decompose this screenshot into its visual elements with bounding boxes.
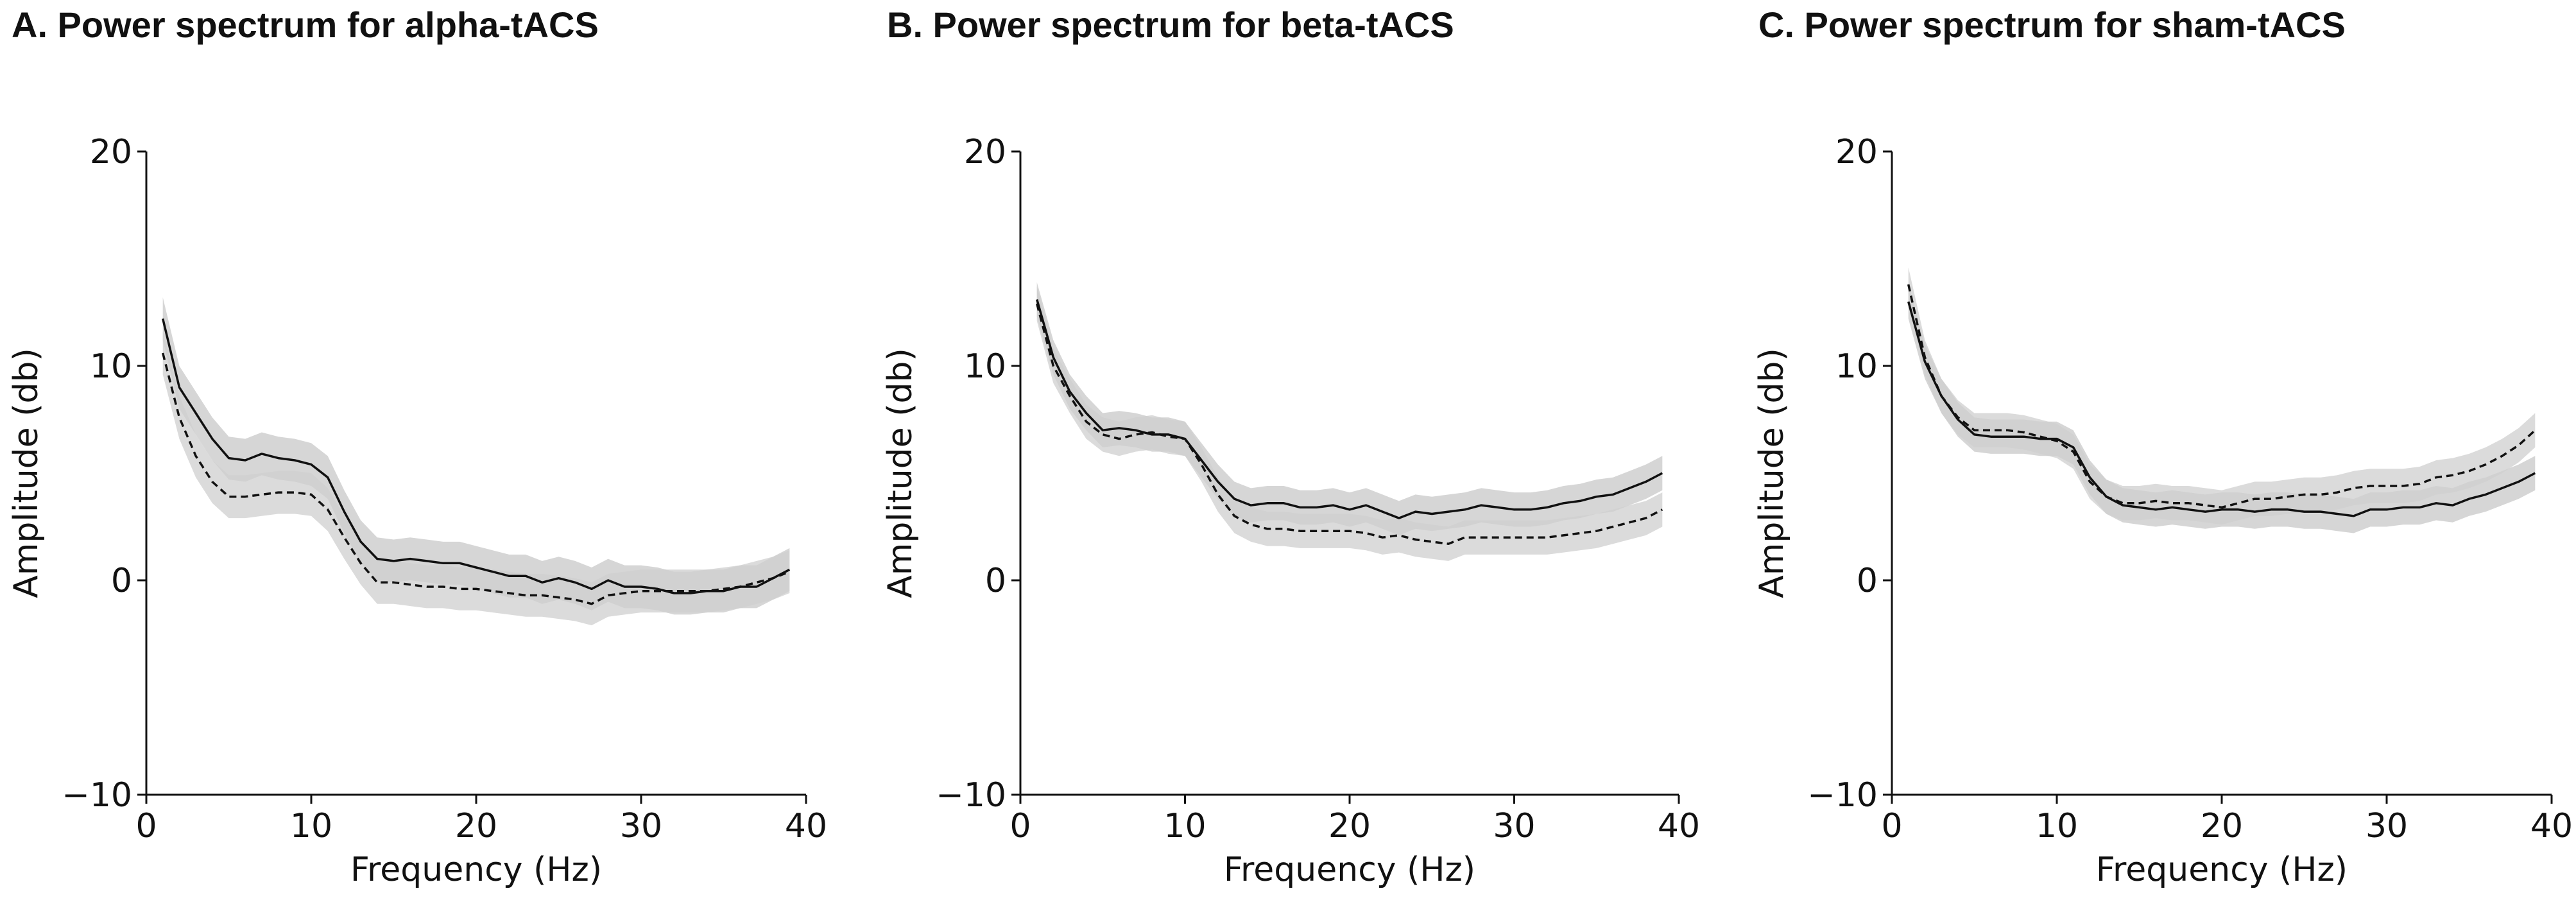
- x-tick-label: 0: [135, 807, 157, 845]
- x-tick-label: 10: [1163, 807, 1206, 845]
- y-tick-label: 20: [964, 133, 1006, 171]
- y-tick-label: 10: [90, 347, 132, 386]
- y-tick-label: −10: [1807, 776, 1878, 815]
- x-axis-label: Frequency (Hz): [350, 851, 602, 889]
- x-tick-label: 10: [2036, 807, 2078, 845]
- y-axis-label: Amplitude (db): [7, 348, 46, 598]
- x-tick-label: 20: [2201, 807, 2243, 845]
- series-band-dashed: [162, 331, 790, 626]
- chart-panel-3: C. Power spectrum for sham-tACS 0 10 20 30 40…: [1753, 4, 2573, 889]
- x-tick-label: 40: [785, 807, 827, 845]
- series-line-solid: [161, 318, 791, 594]
- x-tick-label: 40: [2530, 807, 2573, 845]
- series-band-solid: [1036, 282, 1663, 535]
- y-tick-label: 0: [111, 562, 132, 600]
- series-line-dashed: [1907, 284, 2536, 509]
- x-tick-label: 40: [1658, 807, 1700, 845]
- x-tick-label: 20: [1328, 807, 1371, 845]
- series-line-dashed: [1036, 303, 1663, 545]
- y-tick-label: −10: [62, 776, 132, 815]
- y-tick-label: 10: [1835, 347, 1878, 386]
- x-axis-label: Frequency (Hz): [1224, 851, 1475, 889]
- x-tick-label: 0: [1009, 807, 1031, 845]
- y-tick-label: 20: [1835, 133, 1878, 171]
- x-axis-label: Frequency (Hz): [2096, 851, 2348, 889]
- series-line-dashed: [162, 352, 790, 605]
- x-tick-label: 20: [455, 807, 497, 845]
- x-tick-label: 30: [620, 807, 662, 845]
- series-band-solid: [1908, 284, 2536, 533]
- y-axis-label: Amplitude (db): [881, 348, 920, 598]
- x-tick-label: 10: [290, 807, 332, 845]
- x-tick-label: 30: [1493, 807, 1535, 845]
- series-line-solid: [1907, 301, 2536, 517]
- series-band-dashed: [1036, 286, 1663, 561]
- x-tick-label: 30: [2366, 807, 2408, 845]
- chart-panel-1: A. Power spectrum for alpha-tACS 0 10 20 30 4…: [7, 4, 827, 889]
- y-tick-label: 10: [964, 347, 1006, 386]
- chart-title: B. Power spectrum for beta-tACS: [887, 4, 1454, 45]
- chart-title: A. Power spectrum for alpha-tACS: [12, 4, 599, 45]
- y-axis-label: Amplitude (db): [1753, 348, 1791, 598]
- x-tick-label: 0: [1881, 807, 1902, 845]
- y-tick-label: 0: [1857, 562, 1878, 600]
- series-line-solid: [1036, 299, 1663, 519]
- chart-panel-2: B. Power spectrum for beta-tACS 0 10 20 30 40…: [881, 4, 1700, 889]
- y-tick-label: 20: [90, 133, 132, 171]
- series-band-dashed: [1908, 267, 2536, 525]
- chart-title: C. Power spectrum for sham-tACS: [1758, 4, 2346, 45]
- y-tick-label: 0: [985, 562, 1006, 600]
- y-tick-label: −10: [936, 776, 1006, 815]
